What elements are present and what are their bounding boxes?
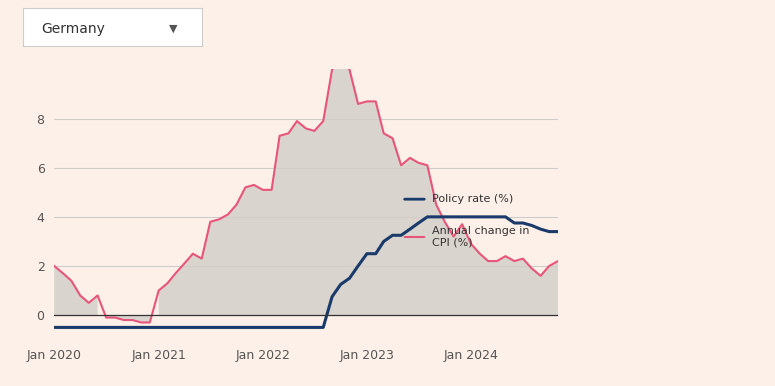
Text: ▼: ▼ — [170, 24, 178, 34]
Text: Germany: Germany — [41, 22, 105, 36]
Text: Policy rate (%): Policy rate (%) — [432, 194, 513, 204]
Text: Annual change in
CPI (%): Annual change in CPI (%) — [432, 226, 529, 248]
